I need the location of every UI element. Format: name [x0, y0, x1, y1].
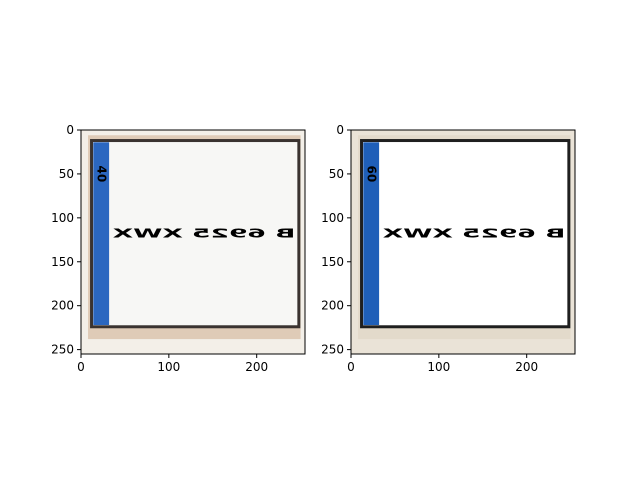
eu-badge: [363, 142, 380, 326]
y-tick-label-0: 0: [336, 123, 344, 137]
badge-label: 40: [95, 166, 109, 183]
plate-number: B 6925 XWX: [111, 227, 295, 241]
subplot-1: 40 B 6925 XWX 0 100 200 0 50 100 150 200 250: [51, 123, 306, 374]
y-tick-label-100: 100: [51, 211, 74, 225]
x-tick-label-200: 200: [515, 360, 538, 374]
x-tick-label-100: 100: [157, 360, 180, 374]
y-tick-label-200: 200: [321, 299, 344, 313]
y-tick-label-150: 150: [51, 255, 74, 269]
y-tick-label-50: 50: [59, 167, 74, 181]
x-tick-label-200: 200: [245, 360, 268, 374]
badge-label: 60: [365, 166, 379, 183]
subplot-2: 60 B 6925 XWX 0 100 200 0 50 100 150 200 250: [321, 123, 576, 374]
y-tick-label-50: 50: [329, 167, 344, 181]
x-tick-label-0: 0: [77, 360, 85, 374]
plate-body: [90, 139, 301, 329]
plate-image: 40 B 6925 XWX: [81, 130, 305, 354]
eu-badge: [93, 142, 110, 326]
y-tick-label-150: 150: [321, 255, 344, 269]
plate-number: B 6925 XWX: [381, 227, 565, 241]
y-tick-label-0: 0: [66, 123, 74, 137]
x-tick-label-0: 0: [347, 360, 355, 374]
y-tick-label-100: 100: [321, 211, 344, 225]
y-tick-label-200: 200: [51, 299, 74, 313]
plate-image: 60 B 6925 XWX: [351, 130, 575, 354]
y-tick-label-250: 250: [51, 343, 74, 357]
x-tick-label-100: 100: [427, 360, 450, 374]
axes-frame: [350, 129, 576, 355]
axes-frame: [80, 129, 306, 355]
y-tick-label-250: 250: [321, 343, 344, 357]
plate-body: [360, 139, 571, 329]
